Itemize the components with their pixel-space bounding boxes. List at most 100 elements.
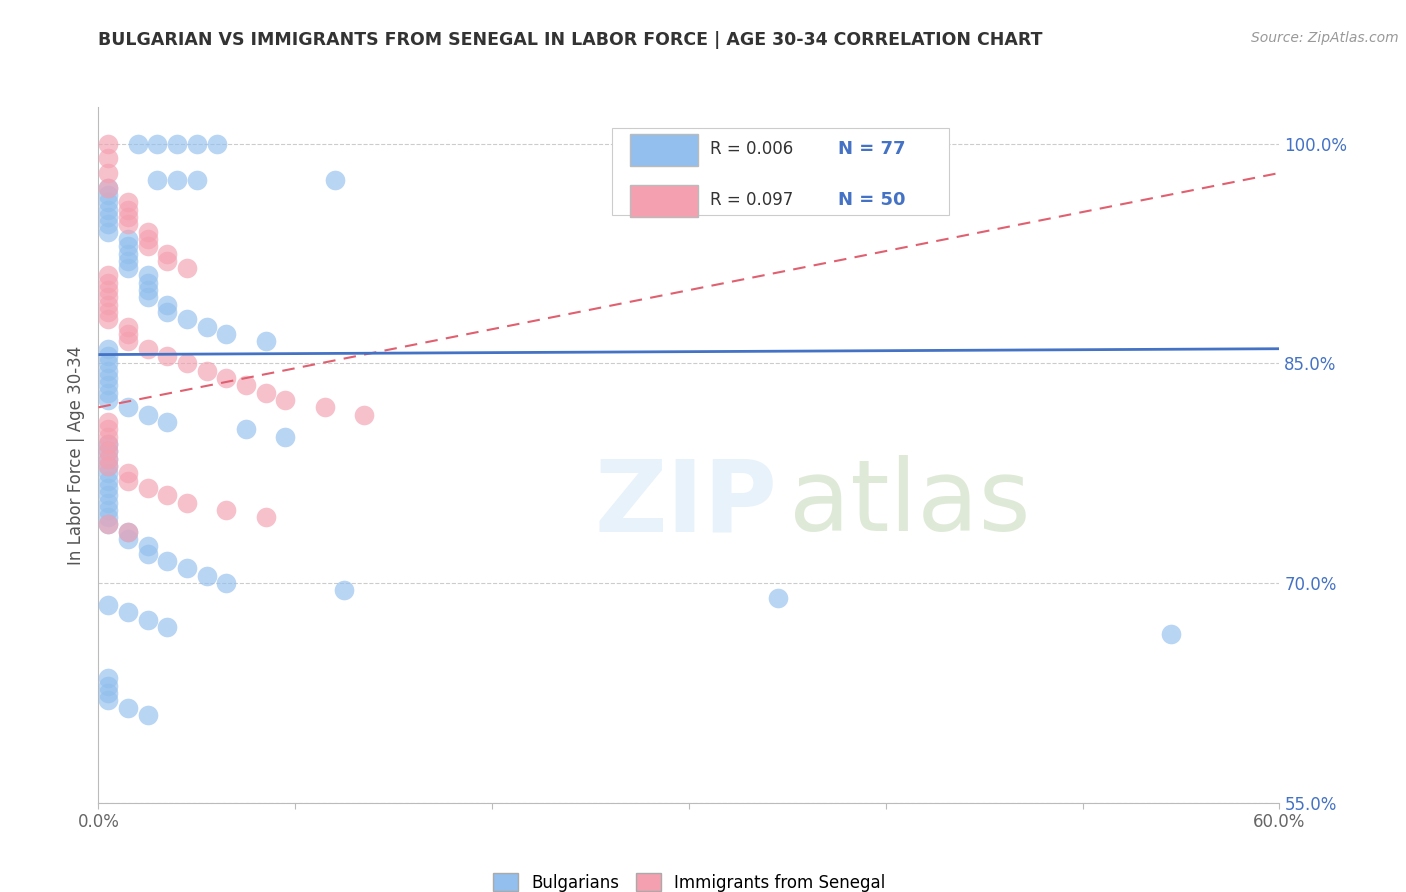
Point bbox=[97, 180, 120, 194]
Point bbox=[333, 583, 356, 598]
Text: BULGARIAN VS IMMIGRANTS FROM SENEGAL IN LABOR FORCE | AGE 30-34 CORRELATION CHAR: BULGARIAN VS IMMIGRANTS FROM SENEGAL IN … bbox=[98, 31, 1043, 49]
Point bbox=[274, 429, 297, 443]
Point bbox=[97, 217, 120, 231]
Point bbox=[353, 408, 375, 422]
Point bbox=[117, 319, 139, 334]
Point bbox=[195, 364, 218, 378]
Point bbox=[766, 591, 789, 605]
Point bbox=[97, 510, 120, 524]
Point bbox=[97, 166, 120, 180]
Point bbox=[97, 671, 120, 685]
Point bbox=[215, 371, 238, 385]
Point bbox=[117, 261, 139, 276]
Point bbox=[97, 422, 120, 436]
Point bbox=[97, 444, 120, 458]
Point bbox=[215, 576, 238, 591]
Point bbox=[136, 613, 159, 627]
Point bbox=[97, 467, 120, 481]
Point bbox=[186, 173, 208, 187]
Point bbox=[117, 401, 139, 415]
Point bbox=[117, 246, 139, 260]
Point bbox=[117, 253, 139, 268]
Point bbox=[97, 693, 120, 707]
Point bbox=[156, 298, 179, 312]
Point bbox=[117, 334, 139, 349]
Point bbox=[127, 136, 149, 151]
Point bbox=[97, 364, 120, 378]
Point bbox=[205, 136, 228, 151]
Point bbox=[97, 451, 120, 466]
Point bbox=[97, 429, 120, 443]
Point bbox=[195, 568, 218, 582]
Text: R = 0.097: R = 0.097 bbox=[710, 191, 793, 209]
Point bbox=[166, 136, 188, 151]
Point bbox=[156, 246, 179, 260]
Point bbox=[97, 458, 120, 473]
Point bbox=[97, 349, 120, 363]
Text: N = 77: N = 77 bbox=[838, 140, 905, 158]
Point bbox=[97, 451, 120, 466]
Point bbox=[136, 268, 159, 283]
FancyBboxPatch shape bbox=[630, 185, 699, 217]
Point bbox=[117, 239, 139, 253]
Point bbox=[97, 474, 120, 488]
Point bbox=[146, 173, 169, 187]
Point bbox=[97, 371, 120, 385]
Point bbox=[97, 180, 120, 194]
Point bbox=[97, 517, 120, 532]
Point bbox=[156, 349, 179, 363]
Point bbox=[97, 268, 120, 283]
Point bbox=[314, 401, 336, 415]
Point bbox=[156, 305, 179, 319]
Point bbox=[215, 327, 238, 342]
Point bbox=[117, 210, 139, 224]
Point bbox=[97, 312, 120, 326]
Point bbox=[136, 239, 159, 253]
Point bbox=[97, 679, 120, 693]
Point bbox=[176, 312, 198, 326]
Point bbox=[136, 540, 159, 554]
Point bbox=[117, 606, 139, 620]
Point bbox=[156, 415, 179, 429]
Point bbox=[97, 283, 120, 297]
Point bbox=[117, 700, 139, 714]
Point bbox=[117, 532, 139, 546]
Point bbox=[215, 503, 238, 517]
Point bbox=[97, 210, 120, 224]
Point bbox=[235, 422, 257, 436]
Point bbox=[97, 488, 120, 502]
Text: Source: ZipAtlas.com: Source: ZipAtlas.com bbox=[1251, 31, 1399, 45]
Point bbox=[117, 202, 139, 217]
Point bbox=[254, 334, 277, 349]
Text: atlas: atlas bbox=[789, 455, 1031, 552]
Point bbox=[136, 276, 159, 290]
Point bbox=[97, 437, 120, 451]
Point bbox=[117, 217, 139, 231]
Point bbox=[186, 136, 208, 151]
Point bbox=[97, 392, 120, 407]
Point bbox=[97, 686, 120, 700]
Point bbox=[97, 356, 120, 370]
Point bbox=[166, 173, 188, 187]
Point bbox=[97, 385, 120, 400]
Point bbox=[136, 547, 159, 561]
Point bbox=[97, 415, 120, 429]
Point bbox=[97, 136, 120, 151]
Point bbox=[235, 378, 257, 392]
Point bbox=[97, 225, 120, 239]
Point bbox=[117, 524, 139, 539]
Point bbox=[97, 517, 120, 532]
Point bbox=[176, 261, 198, 276]
Point bbox=[136, 225, 159, 239]
Point bbox=[136, 342, 159, 356]
Point bbox=[97, 151, 120, 165]
Point bbox=[176, 561, 198, 575]
Point bbox=[97, 437, 120, 451]
Point bbox=[97, 503, 120, 517]
Point bbox=[136, 707, 159, 722]
Point bbox=[97, 458, 120, 473]
Point bbox=[274, 392, 297, 407]
Point bbox=[254, 385, 277, 400]
Point bbox=[97, 202, 120, 217]
Point bbox=[117, 474, 139, 488]
